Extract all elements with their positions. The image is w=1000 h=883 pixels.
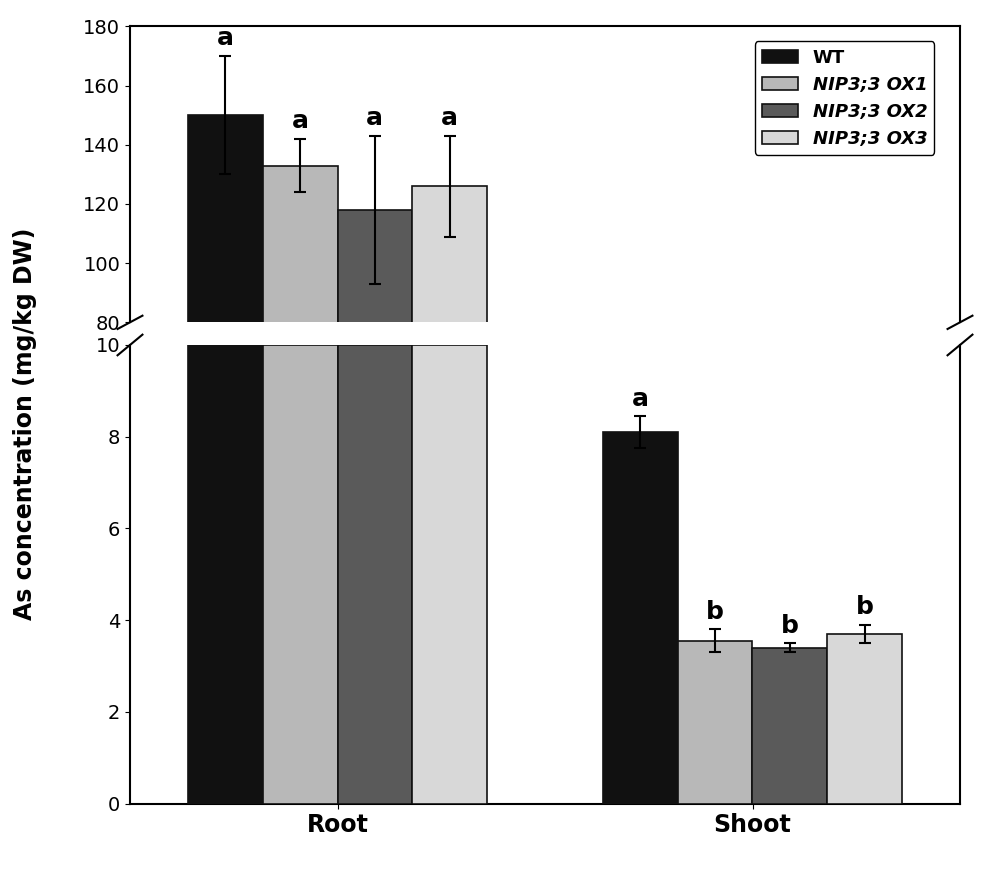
Text: a: a	[292, 109, 309, 133]
Bar	[412, 186, 487, 559]
Bar	[412, 345, 487, 804]
Bar	[263, 345, 338, 804]
Text: As concentration (mg/kg DW): As concentration (mg/kg DW)	[13, 228, 37, 620]
Bar	[338, 345, 412, 804]
Text: a: a	[441, 106, 458, 130]
Bar	[827, 634, 902, 804]
Text: a: a	[632, 387, 649, 411]
Bar	[752, 647, 827, 804]
Bar	[603, 432, 678, 804]
Bar	[263, 165, 338, 559]
Text: b: b	[781, 614, 799, 638]
Text: a: a	[366, 106, 383, 130]
Text: b: b	[856, 595, 873, 619]
Bar	[678, 641, 752, 804]
Bar	[188, 345, 263, 804]
Text: b: b	[706, 600, 724, 623]
Bar	[188, 116, 263, 559]
Text: a: a	[217, 26, 234, 50]
Legend: WT, NIP3;3 OX1, NIP3;3 OX2, NIP3;3 OX3: WT, NIP3;3 OX1, NIP3;3 OX2, NIP3;3 OX3	[755, 42, 934, 155]
Bar	[338, 210, 412, 559]
